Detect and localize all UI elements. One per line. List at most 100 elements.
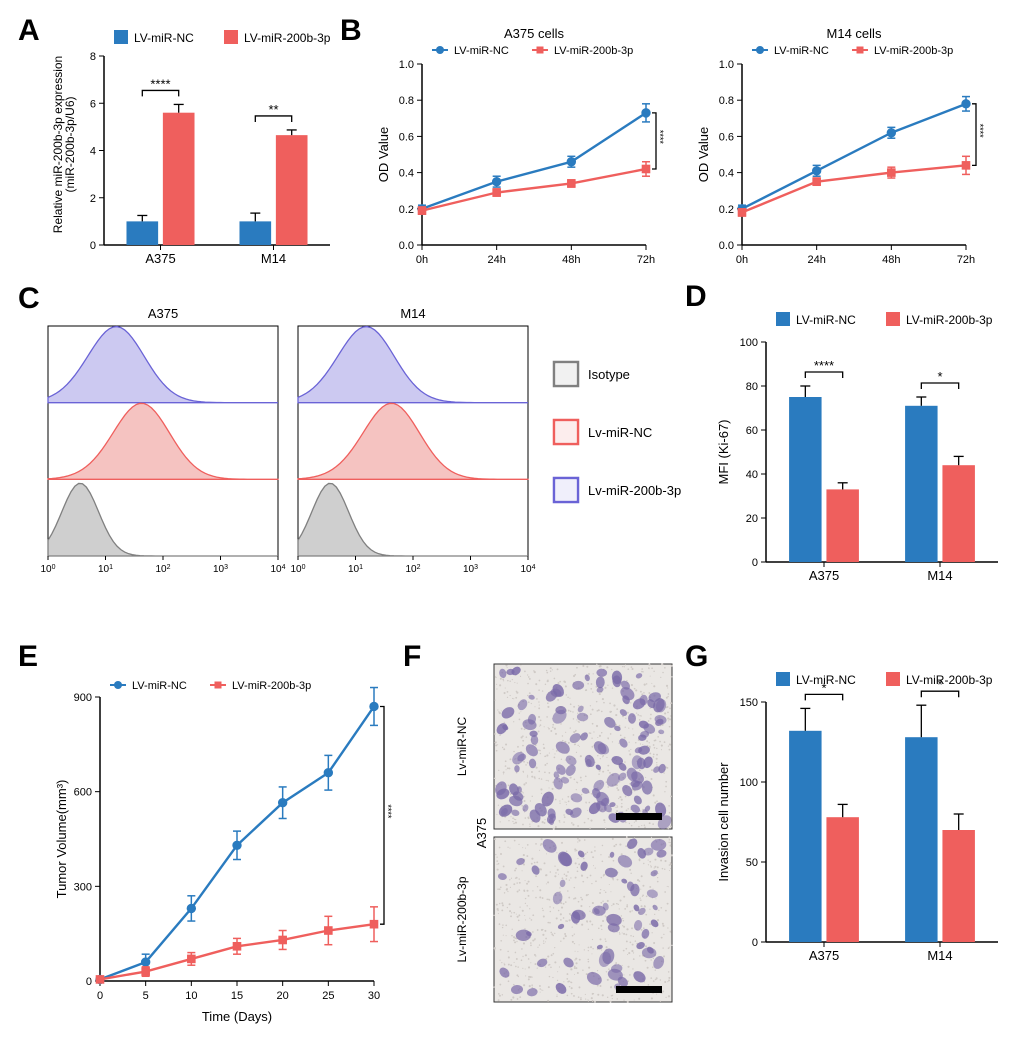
svg-text:Invasion cell number: Invasion cell number [716, 762, 731, 882]
svg-text:LV-miR-NC: LV-miR-NC [796, 313, 856, 327]
svg-text:600: 600 [74, 787, 92, 799]
svg-text:48h: 48h [882, 254, 900, 266]
svg-text:LV-miR-200b-3p: LV-miR-200b-3p [554, 45, 633, 57]
svg-text:1.0: 1.0 [719, 59, 734, 71]
svg-text:LV-miR-NC: LV-miR-NC [774, 45, 829, 57]
svg-text:0.4: 0.4 [719, 168, 734, 180]
svg-text:1.0: 1.0 [399, 59, 414, 71]
svg-text:M14: M14 [400, 306, 425, 321]
svg-text:48h: 48h [562, 254, 580, 266]
svg-text:(miR-200b-3p/U6): (miR-200b-3p/U6) [63, 96, 77, 192]
svg-text:100: 100 [40, 564, 55, 576]
svg-text:72h: 72h [957, 254, 975, 266]
svg-text:Isotype: Isotype [588, 367, 630, 382]
svg-text:103: 103 [213, 564, 228, 576]
svg-text:100: 100 [740, 777, 758, 789]
svg-text:20: 20 [746, 513, 758, 525]
svg-text:25: 25 [322, 990, 334, 1002]
svg-text:24h: 24h [487, 254, 505, 266]
svg-text:****: **** [383, 804, 393, 819]
svg-text:A375: A375 [474, 818, 489, 848]
svg-text:M14: M14 [927, 568, 952, 583]
svg-text:30: 30 [368, 990, 380, 1002]
svg-text:M14 cells: M14 cells [827, 26, 882, 41]
svg-text:Lv-miR-200b-3p: Lv-miR-200b-3p [455, 876, 469, 962]
svg-text:Time (Days): Time (Days) [202, 1009, 272, 1024]
svg-text:****: **** [655, 130, 665, 145]
svg-text:8: 8 [90, 51, 96, 63]
svg-text:102: 102 [405, 564, 420, 576]
svg-text:102: 102 [155, 564, 170, 576]
svg-text:****: **** [150, 76, 170, 91]
svg-text:LV-miR-200b-3p: LV-miR-200b-3p [906, 673, 993, 687]
svg-text:10: 10 [185, 990, 197, 1002]
panel-label-F: F [403, 640, 421, 674]
svg-text:OD Value: OD Value [696, 127, 711, 182]
svg-text:104: 104 [520, 564, 535, 576]
svg-text:0: 0 [86, 976, 92, 988]
panel-G: 050100150Invasion cell numberA375*M14*LV… [708, 662, 1008, 972]
svg-text:24h: 24h [807, 254, 825, 266]
panel-label-E: E [18, 640, 38, 674]
svg-text:Tumor Volume(mm³): Tumor Volume(mm³) [54, 780, 69, 899]
svg-text:6: 6 [90, 98, 96, 110]
svg-text:Lv-miR-NC: Lv-miR-NC [588, 425, 652, 440]
svg-text:Lv-miR-NC: Lv-miR-NC [455, 717, 469, 777]
panel-A-chart: 02468Relative miR-200b-3p expression(miR… [40, 20, 340, 275]
svg-text:LV-miR-200b-3p: LV-miR-200b-3p [906, 313, 993, 327]
svg-text:0h: 0h [736, 254, 748, 266]
svg-text:104: 104 [270, 564, 285, 576]
svg-text:A375: A375 [809, 948, 839, 963]
svg-text:300: 300 [74, 881, 92, 893]
svg-text:Lv-miR-200b-3p: Lv-miR-200b-3p [588, 483, 681, 498]
svg-text:50: 50 [746, 857, 758, 869]
panel-B-right: 0.00.20.40.60.81.00h24h48h72hM14 cellsOD… [690, 20, 990, 275]
svg-text:****: **** [975, 124, 985, 139]
panel-label-G: G [685, 640, 708, 674]
panel-D: 020406080100MFI (Ki-67)A375****M14*LV-mi… [708, 302, 1008, 592]
svg-text:LV-miR-NC: LV-miR-NC [796, 673, 856, 687]
svg-text:0.8: 0.8 [399, 95, 414, 107]
svg-text:0.8: 0.8 [719, 95, 734, 107]
svg-text:0: 0 [752, 557, 758, 569]
svg-text:100: 100 [290, 564, 305, 576]
svg-text:0.0: 0.0 [719, 240, 734, 252]
svg-text:60: 60 [746, 425, 758, 437]
svg-text:A375 cells: A375 cells [504, 26, 564, 41]
svg-text:101: 101 [348, 564, 363, 576]
panel-E: 0300600900051015202530Tumor Volume(mm³)T… [38, 655, 398, 1025]
svg-text:0.2: 0.2 [399, 204, 414, 216]
svg-text:150: 150 [740, 697, 758, 709]
panel-label-B: B [340, 14, 362, 48]
panel-label-A: A [18, 14, 40, 48]
svg-text:LV-miR-NC: LV-miR-NC [134, 31, 194, 45]
svg-text:LV-miR-NC: LV-miR-NC [454, 45, 509, 57]
svg-text:0.4: 0.4 [399, 168, 414, 180]
svg-text:MFI (Ki-67): MFI (Ki-67) [716, 420, 731, 485]
svg-text:100: 100 [740, 337, 758, 349]
svg-text:*: * [937, 369, 942, 384]
svg-text:A375: A375 [809, 568, 839, 583]
svg-text:0h: 0h [416, 254, 428, 266]
panel-B-left: 0.00.20.40.60.81.00h24h48h72hA375 cellsO… [370, 20, 670, 275]
svg-text:0: 0 [90, 240, 96, 252]
svg-text:M14: M14 [927, 948, 952, 963]
svg-text:A375: A375 [148, 306, 178, 321]
panel-label-C: C [18, 282, 40, 316]
svg-text:5: 5 [143, 990, 149, 1002]
svg-text:2: 2 [90, 193, 96, 205]
svg-text:0.2: 0.2 [719, 204, 734, 216]
svg-text:**: ** [268, 102, 278, 117]
panel-F: Lv-miR-NC Lv-miR-200b-3p A375 [438, 660, 688, 1030]
svg-text:101: 101 [98, 564, 113, 576]
svg-text:72h: 72h [637, 254, 655, 266]
svg-text:0.0: 0.0 [399, 240, 414, 252]
svg-text:LV-miR-200b-3p: LV-miR-200b-3p [874, 45, 953, 57]
svg-text:0: 0 [752, 937, 758, 949]
svg-text:0: 0 [97, 990, 103, 1002]
svg-text:LV-miR-200b-3p: LV-miR-200b-3p [232, 680, 311, 692]
svg-text:****: **** [814, 358, 834, 373]
svg-text:LV-miR-200b-3p: LV-miR-200b-3p [244, 31, 331, 45]
svg-text:A375: A375 [145, 251, 175, 266]
svg-text:40: 40 [746, 469, 758, 481]
